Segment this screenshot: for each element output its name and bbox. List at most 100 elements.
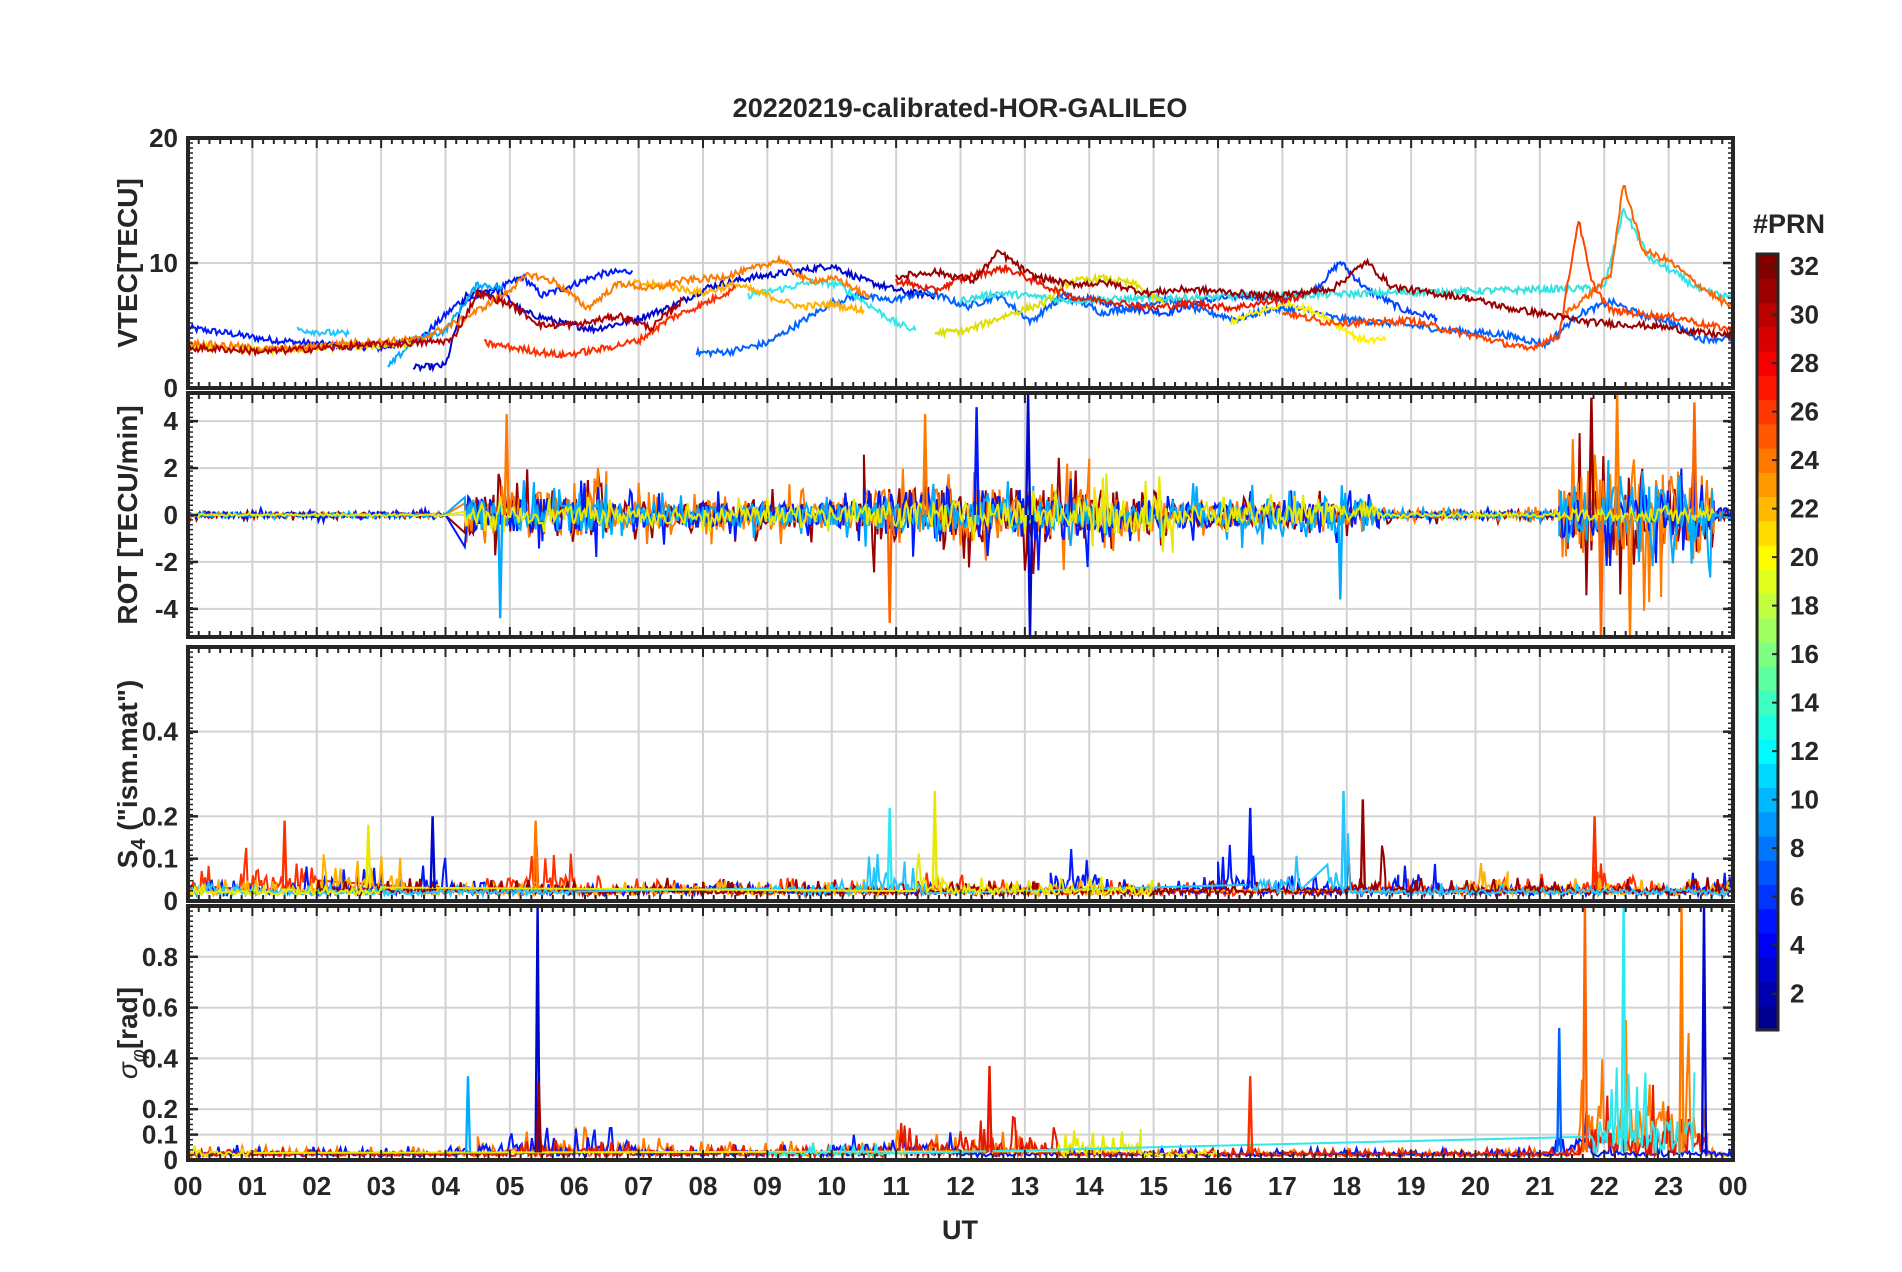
x-tick-label: 12 <box>946 1171 975 1201</box>
colorbar-label: #PRN <box>1753 209 1825 239</box>
s4-peak-6 <box>1591 816 1598 889</box>
rot-peak-10 <box>1626 514 1634 637</box>
vtec-series-prn-31 <box>188 286 685 358</box>
colorbar-tick-label: 16 <box>1790 639 1819 669</box>
colorbar-bin <box>1757 423 1778 449</box>
x-tick-label: 01 <box>238 1171 267 1201</box>
x-tick-label: 13 <box>1010 1171 1039 1201</box>
rot-ytick-label: 0 <box>164 500 178 530</box>
rot-ytick-label: 4 <box>164 406 179 436</box>
sigma-peak-5 <box>986 1065 993 1153</box>
x-tick-label: 16 <box>1204 1171 1233 1201</box>
vtec-series-prn-3 <box>188 267 634 353</box>
colorbar-bin <box>1757 957 1778 983</box>
x-tick-label: 04 <box>431 1171 460 1201</box>
vtec-ytick-label: 20 <box>149 123 178 153</box>
s4-peak-2 <box>1247 807 1254 889</box>
x-tick-label: 02 <box>302 1171 331 1201</box>
sigma-series-2 <box>188 1084 1709 1160</box>
vtec-data <box>188 184 1733 373</box>
vtec-series-prn-26 <box>1281 220 1733 352</box>
vtec-y-axis-label: VTEC[TECU] <box>112 178 143 348</box>
colorbar-bin <box>1757 326 1778 352</box>
sigma-ytick-label: 0.4 <box>142 1043 179 1073</box>
x-tick-label: 20 <box>1461 1171 1490 1201</box>
rot-peak-0 <box>497 514 504 619</box>
colorbar-bin <box>1757 884 1778 910</box>
rot-data <box>188 393 1733 637</box>
colorbar-bin <box>1757 278 1778 304</box>
x-tick-label: 07 <box>624 1171 653 1201</box>
rot-peak-3 <box>922 414 929 516</box>
x-tick-label: 00 <box>174 1171 203 1201</box>
panel-rot: -4 -2 0 2 4 ROT [TECU/min] <box>112 391 1735 639</box>
sigma-peak-3 <box>1678 906 1685 1153</box>
colorbar-bin <box>1757 763 1778 789</box>
sigma-peak-9 <box>1556 1027 1563 1153</box>
vtec-series-prn-32 <box>895 249 1733 342</box>
s4-peak-9 <box>365 824 372 889</box>
vtec-series-prn-21 <box>1229 299 1387 346</box>
rot-ytick-label: 2 <box>164 453 178 483</box>
sigma-peak-2 <box>1620 906 1627 1153</box>
colorbar-tick-label: 8 <box>1790 833 1804 863</box>
rot-peak-11 <box>1614 393 1621 516</box>
colorbar-tick-label: 6 <box>1790 882 1804 912</box>
colorbar-bin <box>1757 302 1778 328</box>
s4-series-5 <box>188 853 1155 899</box>
sigma-axes: 00.10.2 0.4 0.6 0.8 <box>142 904 1735 1175</box>
colorbar-tick-label: 22 <box>1790 494 1819 524</box>
colorbar-tick-label: 12 <box>1790 736 1819 766</box>
x-tick-label: 17 <box>1268 1171 1297 1201</box>
vtec-ytick-label: 10 <box>149 248 178 278</box>
vtec-series-prn-25 <box>1564 184 1733 319</box>
rot-ytick-label: -4 <box>155 594 179 624</box>
sigma-ytick-label: 0.1 <box>142 1120 178 1150</box>
rot-peak-6 <box>1026 514 1034 637</box>
sigma-ytick-label: 0.6 <box>142 993 178 1023</box>
colorbar-bin <box>1757 448 1778 473</box>
s4-peak-8 <box>281 820 288 889</box>
colorbar-bin <box>1757 1005 1778 1031</box>
sigma-peak-8 <box>535 1081 542 1153</box>
x-tick-label: 06 <box>560 1171 589 1201</box>
colorbar-bin <box>1757 836 1778 861</box>
colorbar-bin <box>1757 690 1778 716</box>
colorbar-tick-label: 32 <box>1790 251 1819 281</box>
sigma-series-4 <box>766 1067 1696 1159</box>
rot-ytick-label: -2 <box>155 547 178 577</box>
s4-peak-5 <box>429 816 436 889</box>
sigma-grid <box>188 906 1733 1160</box>
colorbar-bin <box>1757 908 1778 934</box>
colorbar-bin <box>1757 787 1778 813</box>
x-tick-label: 21 <box>1525 1171 1554 1201</box>
sigma-data <box>188 906 1733 1160</box>
x-tick-label: 00 <box>1719 1171 1748 1201</box>
rot-peak-5 <box>1025 393 1032 516</box>
s4-axes: 0 0.1 0.2 0.4 <box>142 645 1735 916</box>
rot-y-axis-label: ROT [TECU/min] <box>112 405 143 624</box>
colorbar-bin <box>1757 520 1778 546</box>
vtec-grid <box>188 138 1733 388</box>
colorbar-bin <box>1757 642 1778 667</box>
s4-grid <box>188 647 1733 901</box>
colorbar-bin <box>1757 496 1778 522</box>
colorbar-bin <box>1757 375 1778 401</box>
rot-peak-8 <box>1588 397 1595 516</box>
colorbar-tick-label: 10 <box>1790 785 1819 815</box>
colorbar-bin <box>1757 666 1778 692</box>
rot-peak-7 <box>1337 514 1344 600</box>
colorbar-tick-label: 2 <box>1790 979 1804 1009</box>
s4-ytick-label: 0.1 <box>142 844 178 874</box>
rot-peak-4 <box>973 407 980 516</box>
colorbar-tick-label: 14 <box>1790 688 1819 718</box>
x-tick-label: 22 <box>1590 1171 1619 1201</box>
colorbar-bin <box>1757 860 1778 886</box>
x-tick-label: 10 <box>817 1171 846 1201</box>
sigma-peak-7 <box>464 1076 472 1153</box>
s4-ytick-label: 0.2 <box>142 801 178 831</box>
x-tick-label: 05 <box>495 1171 524 1201</box>
